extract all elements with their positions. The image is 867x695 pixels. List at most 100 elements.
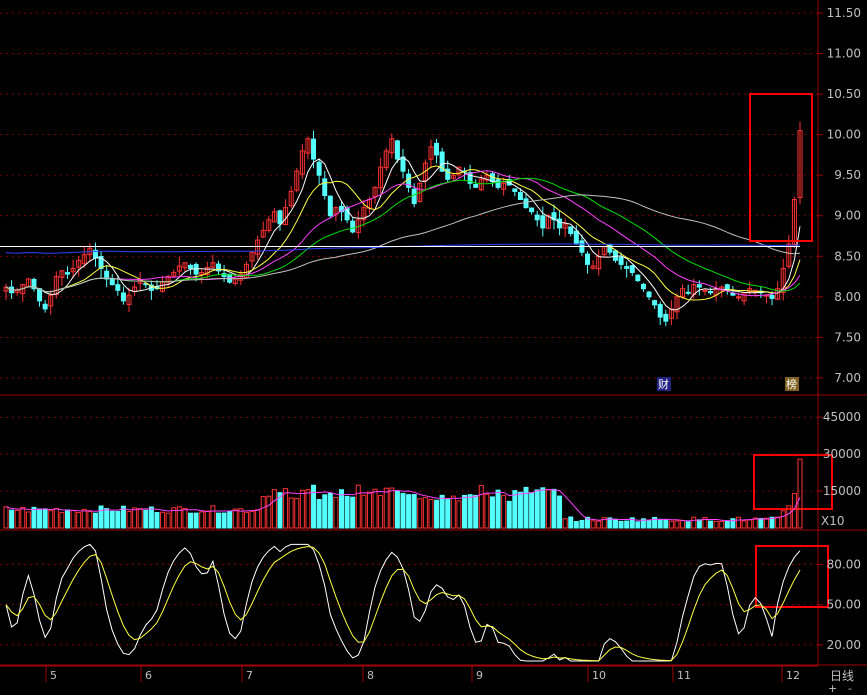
candle-down (434, 142, 440, 156)
volume-bar (652, 516, 658, 529)
volume-bar (188, 512, 194, 529)
volume-bar (462, 494, 468, 529)
candle-down (585, 253, 591, 265)
candle-down (708, 290, 714, 294)
volume-bar (148, 506, 154, 529)
volume-bar (316, 499, 322, 529)
volume-bar (484, 493, 490, 529)
zoom-in-button[interactable]: + (828, 682, 838, 695)
y-tick-label: 30000 (823, 447, 861, 461)
x-tick-label: 12 (786, 669, 800, 682)
candle-up (562, 223, 568, 229)
volume-bar (249, 510, 255, 529)
volume-bar (557, 495, 563, 529)
volume-bar (434, 499, 440, 529)
volume-bar (702, 517, 708, 529)
volume-bar (3, 506, 9, 529)
candle-down (640, 283, 646, 290)
candle-down (350, 220, 356, 233)
candle-down (607, 244, 613, 253)
volume-bar (283, 488, 289, 529)
volume-bar (551, 488, 557, 529)
zoom-out-button[interactable]: - (848, 682, 852, 695)
volume-bar (232, 508, 238, 529)
volume-bar (473, 494, 479, 529)
candle-up (3, 286, 9, 292)
volume-bar (299, 489, 305, 529)
volume-bar (724, 520, 730, 529)
candle-up (305, 138, 311, 154)
volume-bar (199, 511, 205, 529)
volume-bar (596, 520, 602, 529)
volume-bar (266, 495, 272, 529)
volume-bar (210, 505, 216, 529)
volume-bar (120, 505, 126, 529)
candle-down (188, 264, 194, 269)
volume-ma-line (5, 488, 801, 522)
volume-bar (450, 495, 456, 529)
y-tick-label: 7.50 (834, 330, 861, 344)
volume-bar (775, 516, 781, 529)
event-tag-bg (657, 377, 671, 391)
ma-line (5, 194, 801, 293)
period-label[interactable]: 日线 (830, 669, 855, 683)
candle-up (428, 146, 434, 160)
volume-bar (76, 512, 82, 529)
candle-up (417, 182, 423, 202)
candle-up (243, 263, 249, 279)
candle-up (182, 262, 188, 269)
candle-up (389, 138, 395, 154)
candle-up (361, 207, 367, 221)
volume-bar (752, 517, 758, 529)
candle-down (445, 168, 451, 180)
y-tick-label: 9.00 (834, 209, 861, 223)
volume-bar (255, 509, 261, 529)
volume-bar (501, 495, 507, 529)
candle-down (512, 188, 518, 192)
volume-bar (132, 507, 138, 529)
candle-down (573, 230, 579, 245)
volume-bar (406, 494, 412, 529)
candle-down (618, 256, 624, 265)
candle-up (59, 270, 65, 278)
candle-down (523, 198, 529, 209)
volume-bar (467, 494, 473, 529)
y-tick-label: 10.50 (827, 87, 861, 101)
candle-down (557, 218, 563, 229)
candle-up (383, 150, 389, 169)
volume-bar (674, 520, 680, 529)
candle-down (612, 250, 618, 261)
highlight-box-kdj (755, 545, 829, 608)
volume-bar (115, 510, 121, 529)
candle-up (501, 182, 507, 190)
candle-up (545, 215, 551, 229)
candle-up (299, 150, 305, 175)
volume-bar (355, 484, 361, 529)
x-tick-label: 5 (50, 669, 57, 682)
volume-bar (545, 489, 551, 529)
volume-bar (696, 519, 702, 529)
candle-up (484, 174, 490, 181)
kdj-d-line (5, 545, 801, 662)
candle-up (199, 271, 205, 276)
candle-down (65, 272, 71, 275)
candle-down (473, 183, 479, 188)
volume-bar (227, 511, 233, 529)
candle-up (735, 296, 741, 299)
volume-bar (663, 519, 669, 529)
volume-bar (495, 489, 501, 529)
volume-bar (311, 484, 317, 529)
volume-bar (735, 516, 741, 529)
volume-bar (624, 520, 630, 529)
volume-bar (65, 509, 71, 529)
volume-bar (741, 520, 747, 529)
volume-bar (713, 520, 719, 529)
volume-bar (797, 458, 803, 529)
volume-bar (618, 520, 624, 529)
candle-up (680, 288, 686, 298)
volume-bar (422, 497, 428, 529)
candle-down (411, 188, 417, 205)
candle-up (422, 162, 428, 181)
x-tick-label: 6 (145, 669, 152, 682)
